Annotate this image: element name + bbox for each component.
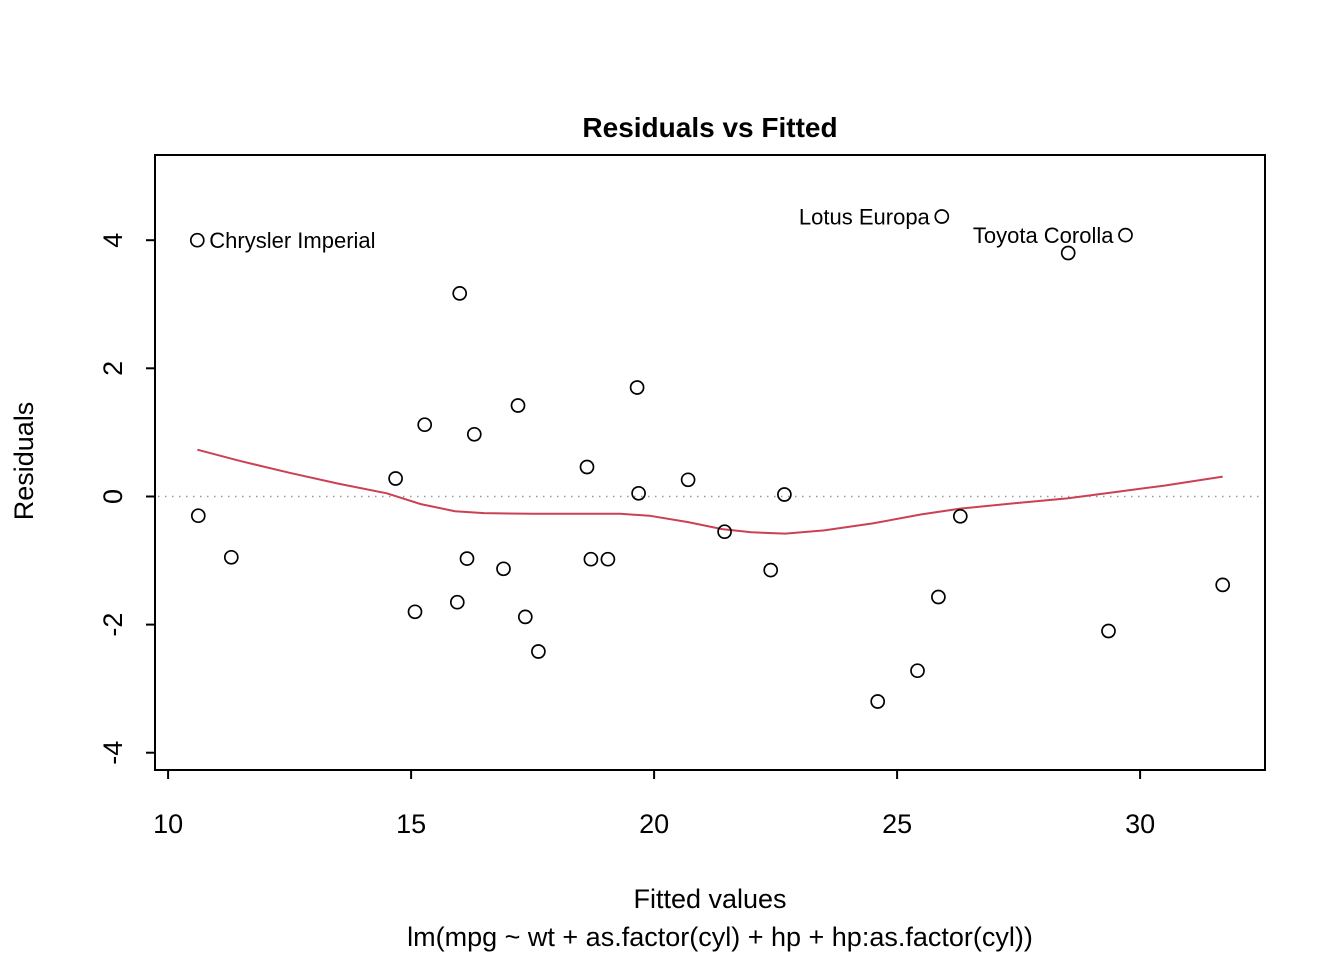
data-point (1060, 245, 1076, 261)
data-point (579, 459, 595, 475)
y-tick-label: -4 (98, 741, 128, 765)
y-tick-label: 0 (98, 489, 128, 504)
data-point (510, 398, 526, 413)
data-point (583, 551, 599, 567)
data-point (1118, 227, 1133, 243)
data-point (629, 380, 645, 395)
data-point (189, 232, 205, 248)
data-point (763, 562, 779, 578)
data-point (931, 589, 946, 605)
x-tick-label: 25 (882, 809, 912, 839)
data-point (717, 524, 732, 540)
data-point (407, 604, 423, 620)
data-point (870, 694, 886, 709)
data-point (449, 594, 465, 610)
data-point (517, 609, 533, 625)
y-tick-label: 4 (98, 233, 128, 248)
data-point (466, 426, 482, 442)
x-axis-title: Fitted values (633, 884, 787, 914)
data-point (952, 508, 968, 524)
loess-smooth-line (197, 448, 1223, 535)
data-point (934, 209, 950, 224)
x-tick-label: 10 (153, 809, 183, 839)
data-point (452, 286, 468, 301)
data-point (531, 644, 546, 659)
data-point (190, 508, 206, 524)
data-point (417, 417, 433, 433)
x-tick-label: 20 (639, 809, 669, 839)
data-point (459, 551, 475, 566)
data-point (777, 487, 792, 502)
data-point (1215, 577, 1231, 593)
point-label: Chrysler Imperial (209, 228, 375, 253)
y-tick-label: -2 (98, 613, 128, 637)
y-tick-label: 2 (98, 361, 128, 376)
plot-box (154, 154, 1266, 771)
data-point (1101, 623, 1116, 639)
data-point (910, 663, 925, 679)
point-label: Lotus Europa (799, 205, 931, 230)
point-label: Toyota Corolla (973, 223, 1114, 248)
data-point (496, 561, 511, 577)
x-tick-label: 30 (1125, 809, 1155, 839)
data-point (631, 485, 646, 501)
data-point (680, 472, 696, 488)
model-formula-label: lm(mpg ~ wt + as.factor(cyl) + hp + hp:a… (407, 922, 1033, 952)
data-point (600, 551, 616, 567)
data-point (223, 549, 239, 565)
x-tick-label: 15 (396, 809, 426, 839)
data-point (388, 471, 403, 486)
chart-title: Residuals vs Fitted (582, 112, 838, 143)
